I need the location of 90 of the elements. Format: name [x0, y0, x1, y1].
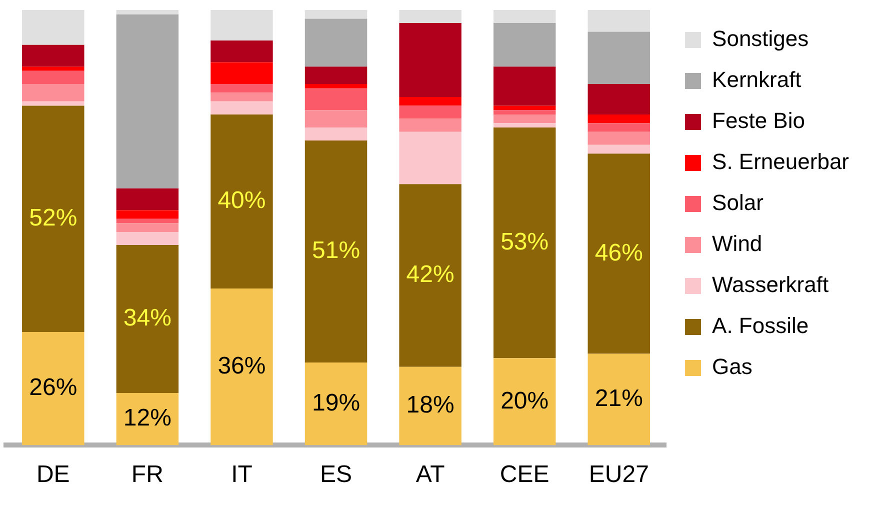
x-tick-label: FR	[131, 461, 164, 488]
bar	[588, 10, 650, 32]
x-tick-label: DE	[36, 461, 70, 488]
bar	[116, 245, 179, 393]
bar	[210, 40, 273, 62]
legend-label: Solar	[712, 190, 764, 216]
bar	[210, 101, 273, 114]
data-label: 12%	[123, 404, 172, 432]
bar	[493, 128, 556, 358]
bar	[116, 14, 179, 188]
data-label: 53%	[500, 228, 549, 256]
bar	[304, 66, 368, 84]
data-label: 46%	[594, 239, 643, 266]
bar	[210, 84, 273, 93]
data-label: 52%	[29, 204, 78, 232]
bar	[22, 70, 84, 84]
bar	[116, 210, 179, 219]
x-tick-label: CEE	[500, 461, 550, 488]
legend-label: Kernkraft	[712, 67, 802, 92]
bar	[116, 223, 179, 232]
data-label: 51%	[312, 237, 360, 264]
bar	[22, 84, 84, 102]
bar	[22, 10, 84, 45]
bar	[588, 114, 650, 124]
data-label: 26%	[29, 374, 78, 402]
bar	[304, 10, 368, 19]
legend-label: Wind	[712, 231, 762, 256]
bar	[116, 232, 179, 246]
bar	[493, 10, 556, 24]
bar	[399, 106, 462, 119]
bar	[588, 32, 650, 84]
bar	[399, 132, 462, 184]
bar	[399, 366, 462, 446]
legend-label: Feste Bio	[712, 108, 805, 134]
bar	[588, 144, 650, 154]
bar	[304, 128, 368, 141]
bar	[493, 106, 556, 110]
bar	[304, 84, 368, 88]
legend-label: Gas	[712, 354, 752, 380]
bar	[22, 101, 84, 106]
x-tick-label: EU27	[588, 461, 649, 488]
data-label: 36%	[218, 352, 266, 380]
bar	[22, 106, 84, 332]
bar	[210, 62, 273, 84]
bar	[399, 10, 462, 24]
bar	[22, 44, 84, 67]
legend-label: Wasserkraft	[712, 272, 829, 298]
data-label: 20%	[500, 387, 549, 414]
bar	[210, 288, 273, 446]
bar	[588, 132, 650, 145]
bar	[116, 218, 179, 224]
bar	[304, 88, 368, 110]
bar	[399, 97, 462, 106]
legend-label: S. Erneuerbar	[712, 149, 850, 174]
bar	[399, 118, 462, 132]
bar	[493, 114, 556, 124]
bar	[588, 154, 650, 354]
bar	[210, 114, 273, 289]
bar	[116, 10, 179, 14]
x-tick-label: AT	[416, 461, 446, 488]
bar	[304, 140, 368, 363]
bar	[588, 123, 650, 132]
data-label: 42%	[406, 261, 454, 288]
bar	[304, 362, 368, 446]
bar	[304, 18, 368, 67]
bar	[210, 10, 273, 40]
bar	[493, 123, 556, 128]
data-label: 40%	[218, 187, 266, 214]
bar	[493, 23, 556, 67]
x-tick-label: IT	[231, 461, 253, 488]
bar	[399, 184, 462, 367]
data-label: 19%	[312, 389, 360, 416]
bar	[493, 66, 556, 106]
legend-label: A. Fossile	[712, 313, 809, 338]
bar	[22, 66, 84, 71]
x-tick-label: ES	[320, 461, 352, 488]
data-label: 18%	[406, 392, 454, 419]
data-label: 34%	[123, 304, 172, 332]
bar	[304, 110, 368, 128]
bar	[116, 188, 179, 210]
bar	[493, 358, 556, 446]
legend-label: Sonstiges	[712, 26, 809, 52]
bar	[588, 84, 650, 114]
bar	[493, 110, 556, 114]
bar	[210, 92, 273, 102]
data-label: 21%	[594, 385, 643, 412]
bar	[22, 332, 84, 446]
bar	[588, 354, 650, 446]
bar	[399, 23, 462, 98]
bar	[116, 392, 179, 446]
